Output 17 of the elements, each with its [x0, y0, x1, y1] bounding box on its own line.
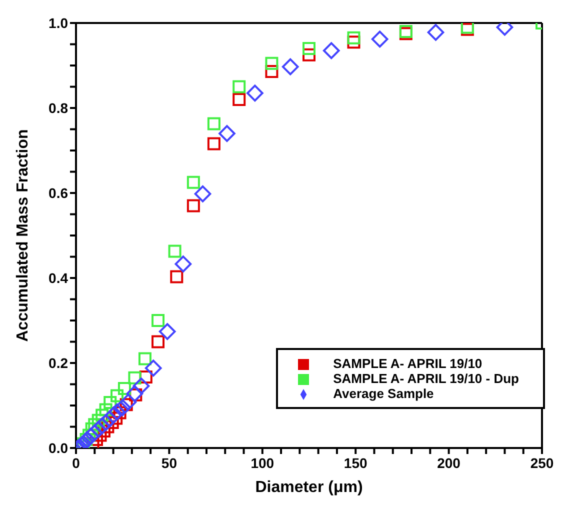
x-tick-label: 150 [344, 455, 368, 471]
x-tick-label: 100 [250, 455, 274, 471]
x-tick-label: 250 [530, 455, 554, 471]
x-axis-title: Diameter (μm) [255, 479, 363, 496]
y-tick-label: 1.0 [48, 14, 68, 31]
x-tick-label: 0 [72, 455, 80, 471]
legend-label: SAMPLE A- APRIL 19/10 - Dup [333, 371, 519, 386]
y-tick-label: 0.4 [48, 270, 68, 286]
y-tick-label: 0.2 [48, 354, 68, 371]
x-tick-label: 200 [437, 455, 461, 471]
x-tick-label: 50 [161, 455, 178, 471]
legend-label: Average Sample [333, 386, 434, 401]
y-tick-label: 0.0 [48, 440, 68, 456]
legend-label: SAMPLE A- APRIL 19/10 [333, 356, 482, 371]
y-axis-title: Accumulated Mass Fraction [14, 129, 32, 342]
y-tick-label: 0.8 [48, 100, 68, 116]
y-tick-label: 0.6 [48, 184, 68, 201]
